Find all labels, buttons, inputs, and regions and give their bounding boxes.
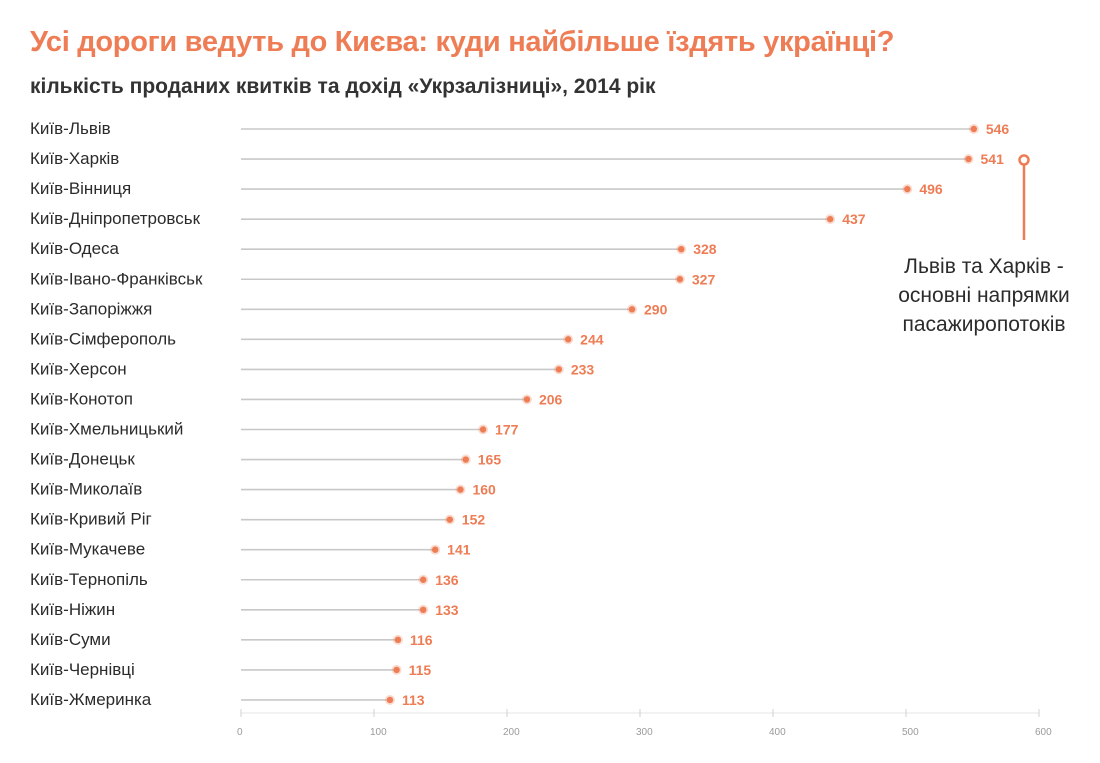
value-label: 165 [478,452,502,468]
value-label: 233 [571,361,595,377]
chart-subtitle: кількість проданих квитків та дохід «Укр… [30,75,656,98]
lollipop-dot [394,636,402,644]
lollipop-dot [904,185,911,193]
category-label: Київ-Запоріжжя [30,299,152,318]
x-tick-label: 100 [370,727,387,738]
category-label: Київ-Харків [30,149,119,168]
lollipop-dot [678,246,685,253]
x-tick-label: 300 [636,727,653,738]
category-label: Київ-Жмеринка [30,690,152,709]
category-label: Київ-Кривий Ріг [30,510,152,529]
lollipop-dot [826,215,834,223]
lollipop-dot [965,155,972,163]
value-label: 290 [644,301,668,317]
category-label: Київ-Вінниця [30,179,131,198]
lollipop-dot [420,606,427,613]
chart-rows: Київ-Львів 546 Київ-Харків 541 Київ-Вінниця 4… [30,119,1052,738]
category-label: Київ-Івано-Франківськ [30,269,203,288]
lollipop-dot [523,396,531,403]
lollipop-dot [431,546,439,553]
value-label: 244 [580,331,604,347]
x-tick-label: 400 [769,727,786,738]
value-label: 328 [693,241,717,257]
annotation-line-1: Львів та Харків - [904,255,1064,278]
value-label: 546 [986,121,1010,137]
category-label: Київ-Сімферополь [30,329,176,348]
value-label: 136 [435,572,459,588]
category-label: Київ-Миколаїв [30,480,142,499]
lollipop-dot [970,125,978,133]
value-label: 327 [692,271,716,287]
category-label: Київ-Ніжин [30,600,115,619]
value-label: 115 [409,662,432,678]
lollipop-dot [393,666,400,674]
category-label: Київ-Тернопіль [30,570,148,589]
category-label: Київ-Хмельницький [30,420,183,439]
lollipop-dot [564,336,572,343]
lollipop-dot [420,576,427,583]
annotation-text: Львів та Харків - основні напрямки пасаж… [884,252,1084,339]
lollipop-dot [386,696,394,704]
lollipop-dot [479,426,487,433]
x-tick-label: 500 [902,727,919,738]
value-label: 177 [495,422,519,438]
value-label: 116 [410,632,433,648]
lollipop-dot [457,486,464,493]
value-label: 160 [472,482,496,498]
category-label: Київ-Суми [30,630,111,649]
lollipop-dot [676,276,684,283]
category-label: Київ-Донецьк [30,450,135,469]
annotation-line-3: пасажиропотоків [902,313,1066,336]
lollipop-dot [462,456,469,463]
chart-title: Усі дороги ведуть до Києва: куди найбіль… [30,26,895,58]
value-label: 113 [402,692,425,708]
category-label: Київ-Мукачеве [30,540,145,559]
category-label: Київ-Львів [30,119,111,138]
annotation-pointer-circle [1018,154,1030,166]
value-label: 133 [435,602,459,618]
value-label: 496 [919,181,943,197]
category-label: Київ-Конотоп [30,389,133,408]
category-label: Київ-Чернівці [30,660,135,679]
value-label: 437 [842,211,866,227]
x-tick-label: 200 [503,727,520,738]
lollipop-dot [555,366,563,373]
annotation-marker [1018,154,1030,240]
annotation-line-2: основні напрямки [898,284,1070,307]
category-label: Київ-Херсон [30,359,127,378]
x-tick-label: 0 [237,727,243,738]
value-label: 152 [462,512,486,528]
category-label: Київ-Одеса [30,239,120,258]
lollipop-dot [446,516,454,523]
value-label: 206 [539,391,563,407]
category-label: Київ-Дніпропетровськ [30,209,201,228]
value-label: 141 [447,542,471,558]
x-tick-label: 600 [1035,727,1052,738]
value-label: 541 [981,151,1005,167]
lollipop-dot [628,306,636,313]
